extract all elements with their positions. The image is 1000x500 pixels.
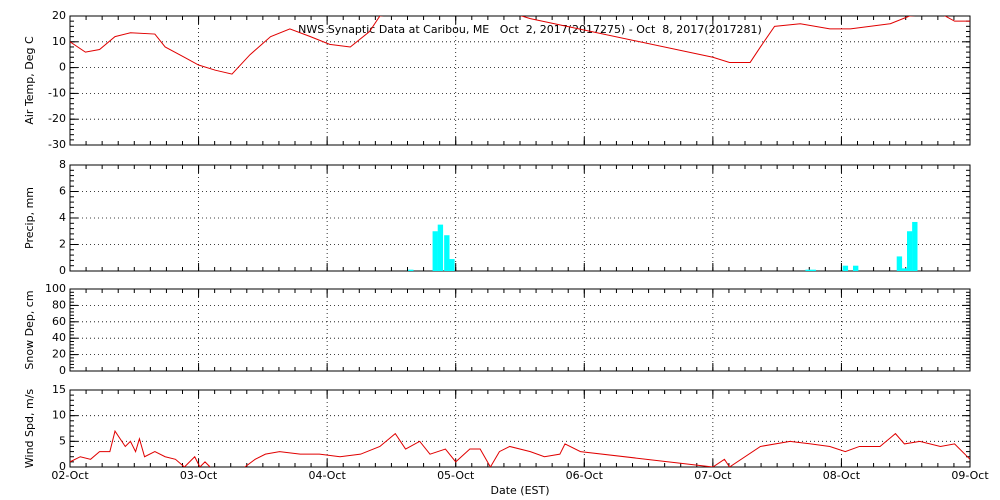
x-tick-label: 05-Oct	[437, 469, 475, 482]
precip-bar	[432, 231, 438, 271]
precip-bar	[901, 268, 908, 271]
x-tick-label: 08-Oct	[823, 469, 861, 482]
y-tick-label: 0	[59, 460, 66, 473]
precip-bar	[842, 265, 849, 271]
data-line	[70, 16, 970, 75]
panel-frame	[69, 288, 971, 372]
precip-bar	[437, 224, 444, 271]
precip-bar	[853, 265, 859, 271]
y-tick-label: 10	[52, 409, 66, 422]
y-axis-label: Snow Dep, cm	[23, 290, 36, 369]
x-tick-label: 06-Oct	[566, 469, 604, 482]
y-tick-label: 8	[59, 158, 66, 171]
y-tick-label: 100	[45, 282, 66, 295]
x-tick-label: 07-Oct	[694, 469, 732, 482]
x-tick-label: 09-Oct	[951, 469, 989, 482]
y-tick-label: -20	[48, 112, 66, 125]
data-line	[70, 429, 970, 467]
y-axis-label: Air Temp, Deg C	[23, 36, 36, 125]
y-tick-label: 15	[52, 383, 66, 396]
y-axis-label: Precip, mm	[23, 187, 36, 249]
y-tick-label: 2	[59, 238, 66, 251]
precip-bar	[805, 269, 811, 271]
x-tick-label: 03-Oct	[180, 469, 218, 482]
y-tick-label: 40	[52, 331, 66, 344]
precip-bar	[444, 235, 450, 271]
y-tick-label: -30	[48, 138, 66, 151]
y-tick-label: 0	[59, 264, 66, 277]
y-tick-label: 6	[59, 185, 66, 198]
precip-bar	[907, 231, 913, 271]
y-tick-label: 5	[59, 434, 66, 447]
precip-bar	[408, 269, 414, 271]
y-tick-label: 80	[52, 298, 66, 311]
precip-bar	[896, 256, 903, 271]
y-tick-label: -10	[48, 86, 66, 99]
chart-title: NWS Synaptic Data at Caribou, ME Oct 2, …	[298, 23, 762, 36]
panel-frame	[69, 164, 971, 272]
y-tick-label: 4	[59, 211, 66, 224]
x-axis-label: Date (EST)	[490, 484, 549, 497]
y-tick-label: 0	[59, 364, 66, 377]
y-tick-label: 60	[52, 315, 66, 328]
precip-bar	[449, 259, 455, 271]
x-tick-label: 04-Oct	[308, 469, 346, 482]
y-tick-label: 20	[52, 9, 66, 22]
panel-frame	[69, 389, 971, 468]
y-tick-label: 10	[52, 35, 66, 48]
precip-bar	[912, 221, 918, 271]
y-tick-label: 20	[52, 348, 66, 361]
y-tick-label: 0	[59, 61, 66, 74]
y-axis-label: Wind Spd, m/s	[23, 389, 36, 469]
precip-bar	[810, 269, 816, 271]
x-tick-label: 02-Oct	[51, 469, 89, 482]
